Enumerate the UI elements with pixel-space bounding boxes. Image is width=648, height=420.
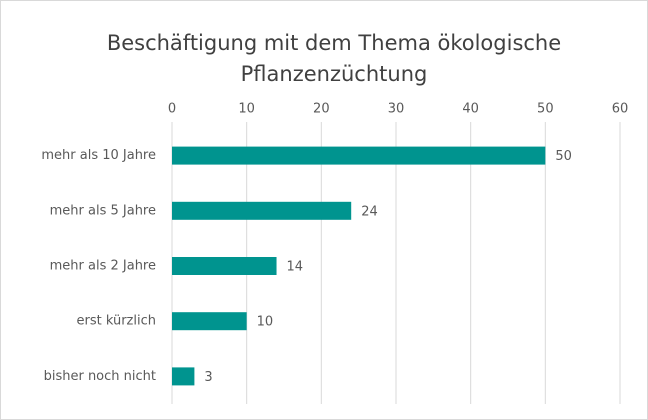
x-tick-label: 60 [612,102,629,117]
y-tick-label: bisher noch nicht [44,369,156,384]
value-label: 10 [257,315,274,330]
y-tick-label: mehr als 5 Jahre [50,203,156,218]
x-tick-label: 50 [537,102,554,117]
bar [172,146,546,165]
bar [172,367,195,386]
x-tick-label: 10 [238,102,255,117]
x-tick-label: 30 [388,102,405,117]
y-tick-label: mehr als 10 Jahre [41,148,156,163]
y-tick-label: erst kürzlich [77,314,157,329]
y-tick-label: mehr als 2 Jahre [50,259,156,274]
bar [172,312,247,331]
value-label: 50 [555,149,572,164]
bar [172,201,352,220]
value-label: 3 [204,370,212,385]
x-tick-label: 0 [168,102,176,117]
value-label: 14 [287,260,304,275]
chart-title: Beschäftigung mit dem Thema ökologische … [106,31,562,86]
x-tick-label: 20 [313,102,330,117]
x-tick-label: 40 [462,102,479,117]
bar [172,257,277,275]
value-label: 24 [361,204,378,219]
